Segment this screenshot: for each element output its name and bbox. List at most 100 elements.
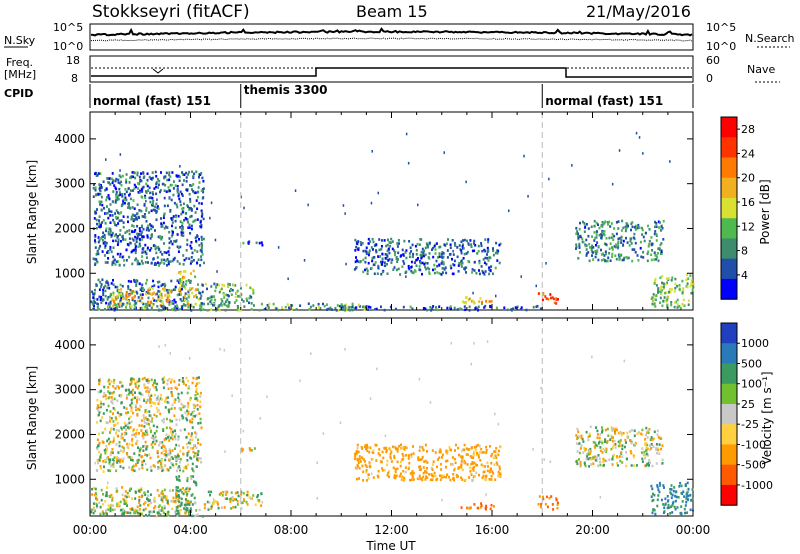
echo-cell	[240, 286, 242, 290]
echo-cell	[182, 380, 185, 383]
echo-cell	[576, 450, 579, 453]
echo-cell	[497, 470, 500, 474]
echo-cell	[407, 161, 410, 165]
echo-cell	[392, 445, 395, 449]
echo-cell	[152, 208, 155, 212]
echo-cell	[179, 429, 182, 432]
echo-cell	[325, 303, 328, 306]
echo-cell	[362, 249, 365, 253]
echo-cell	[181, 414, 184, 417]
echo-cell	[202, 190, 205, 194]
echo-cell	[431, 307, 434, 310]
echo-cell	[130, 390, 133, 394]
echo-cell	[453, 263, 456, 267]
echo-cell	[424, 470, 427, 473]
echo-cell	[98, 404, 101, 408]
echo-cell	[107, 194, 110, 197]
echo-cell	[185, 436, 188, 439]
echo-cell	[156, 198, 158, 201]
echo-cell	[129, 507, 132, 511]
echo-cell	[100, 295, 102, 299]
echo-cell	[210, 490, 213, 494]
echo-cell	[640, 432, 643, 436]
echo-cell	[196, 458, 198, 461]
echo-cell	[161, 441, 164, 444]
echo-cell	[113, 184, 116, 187]
echo-cell	[156, 382, 159, 386]
echo-cell	[100, 184, 102, 187]
echo-cell	[185, 466, 188, 470]
echo-cell	[133, 207, 136, 210]
echo-cell	[674, 494, 677, 498]
echo-cell	[182, 231, 185, 234]
echo-cell	[423, 254, 425, 258]
echo-cell	[667, 278, 670, 282]
echo-cell	[158, 504, 161, 507]
echo-cell	[165, 437, 167, 440]
echo-cell	[144, 408, 147, 412]
echo-cell	[114, 387, 117, 390]
echo-cell	[575, 442, 578, 445]
echo-cell	[575, 243, 578, 246]
echo-cell	[168, 439, 171, 442]
echo-cell	[659, 243, 662, 247]
echo-cell	[106, 261, 109, 264]
echo-cell	[153, 284, 156, 287]
echo-cell	[99, 192, 102, 196]
echo-cell	[196, 456, 199, 460]
echo-cell	[98, 222, 101, 225]
echo-cell	[597, 454, 600, 457]
echo-cell	[420, 457, 423, 461]
echo-cell	[680, 491, 683, 495]
echo-cell	[177, 494, 180, 497]
echo-cell	[157, 295, 160, 299]
echo-cell	[159, 292, 162, 296]
echo-cell	[478, 444, 481, 448]
echo-cell	[342, 308, 345, 312]
echo-cell	[438, 252, 441, 255]
echo-cell	[230, 491, 233, 494]
echo-cell	[449, 448, 452, 451]
echo-cell	[120, 435, 123, 438]
echo-cell	[162, 307, 165, 310]
echo-cell	[132, 296, 135, 299]
echo-cell	[250, 449, 253, 452]
echo-cell	[151, 417, 154, 420]
echo-cell	[160, 284, 163, 288]
echo-cell	[125, 407, 128, 410]
echo-cell	[176, 478, 178, 481]
echo-cell	[201, 515, 204, 518]
echo-cell	[460, 259, 463, 262]
echo-cell	[242, 498, 245, 501]
echo-cell	[186, 220, 189, 224]
echo-cell	[680, 505, 683, 508]
echo-cell	[585, 238, 588, 242]
echo-cell	[109, 464, 112, 468]
echo-cell	[143, 307, 146, 310]
echo-cell	[245, 283, 248, 287]
echo-cell	[197, 441, 199, 445]
colorbar-swatch	[721, 363, 737, 385]
echo-cell	[148, 426, 151, 430]
echo-cell	[133, 230, 136, 233]
echo-cell	[478, 261, 481, 265]
echo-cell	[585, 254, 588, 257]
echo-cell	[389, 452, 392, 456]
echo-cell	[631, 225, 634, 229]
echo-cell	[117, 211, 119, 214]
echo-cell	[587, 234, 590, 238]
echo-cell	[660, 292, 663, 296]
echo-cell	[100, 209, 103, 212]
echo-cell	[652, 293, 655, 296]
echo-cell	[666, 305, 669, 309]
echo-cell	[196, 207, 199, 211]
echo-cell	[195, 465, 198, 468]
echo-cell	[182, 382, 185, 385]
echo-cell	[168, 453, 171, 456]
echo-cell	[184, 270, 187, 273]
echo-cell	[520, 275, 522, 278]
echo-cell	[362, 479, 365, 482]
echo-cell	[109, 458, 112, 461]
echo-cell	[424, 261, 427, 265]
